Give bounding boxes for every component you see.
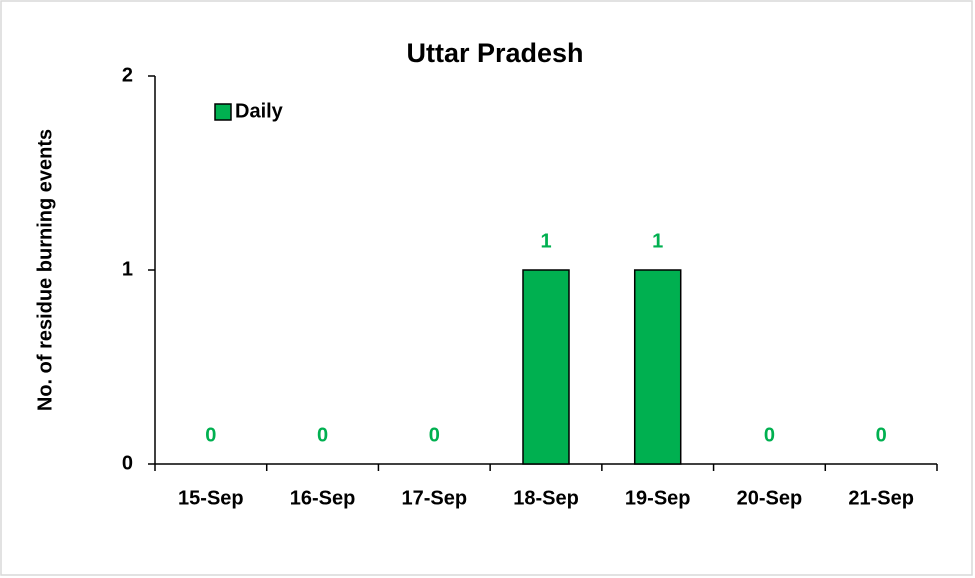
- x-tick-label: 19-Sep: [625, 487, 691, 509]
- x-tick-label: 16-Sep: [290, 487, 356, 509]
- bar: [522, 269, 570, 465]
- legend-swatch: [214, 103, 232, 121]
- data-label: 0: [429, 424, 440, 446]
- data-label: 1: [540, 230, 551, 252]
- y-tick-label: 2: [122, 64, 133, 86]
- y-tick-label: 1: [122, 258, 133, 280]
- y-tick-label: 0: [122, 452, 133, 474]
- data-label: 0: [764, 424, 775, 446]
- x-tick-label: 20-Sep: [737, 487, 803, 509]
- data-label: 0: [876, 424, 887, 446]
- data-label: 1: [652, 230, 663, 252]
- x-tick-label: 18-Sep: [513, 487, 579, 509]
- x-tick-label: 15-Sep: [178, 487, 244, 509]
- data-label: 0: [317, 424, 328, 446]
- bar: [633, 269, 682, 465]
- x-tick-label: 21-Sep: [848, 487, 914, 509]
- legend-label: Daily: [235, 100, 284, 122]
- x-tick-label: 17-Sep: [401, 487, 467, 509]
- data-label: 0: [205, 424, 216, 446]
- y-axis-label: No. of residue burning events: [34, 129, 56, 411]
- chart-title: Uttar Pradesh: [406, 38, 583, 68]
